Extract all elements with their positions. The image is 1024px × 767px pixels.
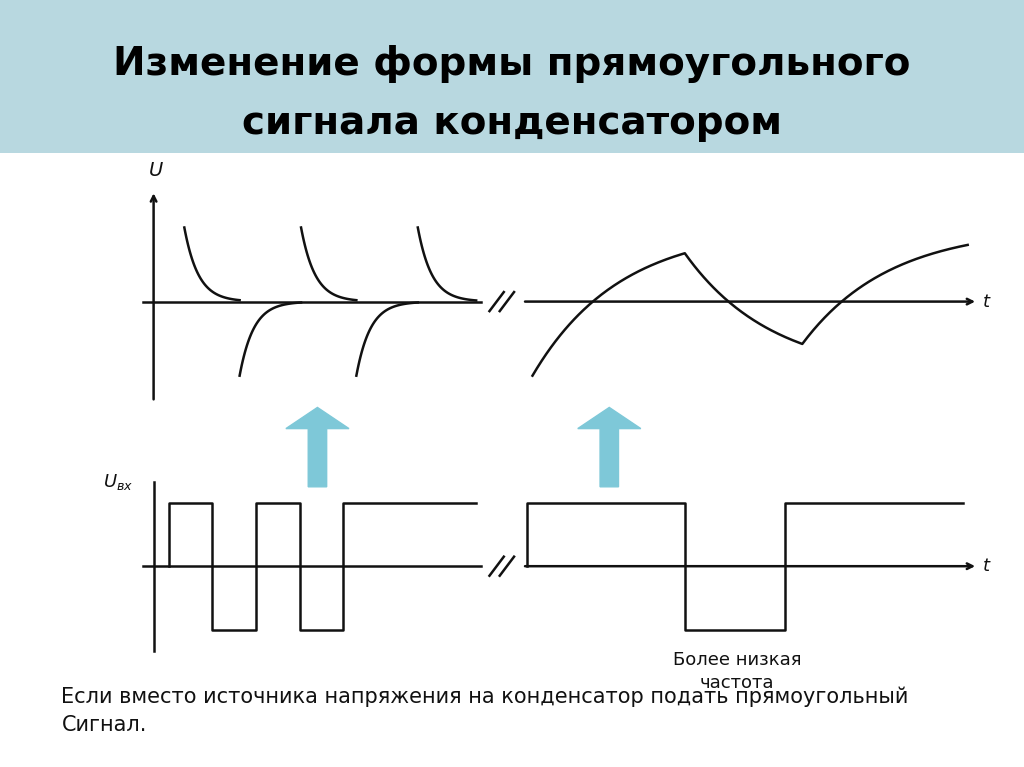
Text: t: t [983,557,990,575]
Text: Изменение формы прямоугольного: Изменение формы прямоугольного [114,45,910,84]
Text: $U_{\mathit{вх}}$: $U_{\mathit{вх}}$ [103,472,133,492]
Text: U: U [148,161,163,180]
Text: Более низкая
частота: Более низкая частота [673,651,802,693]
Text: сигнала конденсатором: сигнала конденсатором [242,104,782,142]
FancyArrow shape [286,407,349,487]
Text: Если вместо источника напряжения на конденсатор подать прямоугольный
Сигнал.: Если вместо источника напряжения на конд… [61,686,909,735]
FancyArrow shape [578,407,641,487]
Text: t: t [983,292,990,311]
